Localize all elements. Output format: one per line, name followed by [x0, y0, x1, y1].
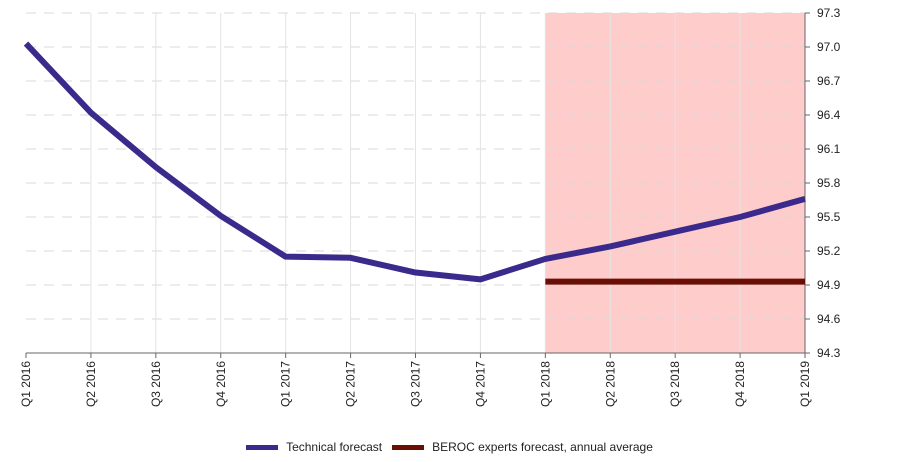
- y-tick-label: 94.3: [817, 346, 841, 360]
- x-tick-label: Q1 2017: [279, 361, 293, 407]
- series-lines: [23, 41, 806, 285]
- legend-item-technical-forecast: Technical forecast: [246, 440, 382, 454]
- legend-label: Technical forecast: [286, 440, 383, 454]
- x-tick-label: Q2 2018: [603, 361, 617, 407]
- legend-item-beroc-forecast: BEROC experts forecast, annual average: [392, 440, 653, 454]
- x-tick-label: Q3 2016: [149, 361, 163, 407]
- x-tick-label: Q3 2018: [668, 361, 682, 407]
- x-tick-label: Q2 2017: [344, 361, 358, 407]
- x-tick-label: Q4 2017: [473, 361, 487, 407]
- y-tick-label: 94.6: [817, 312, 841, 326]
- legend-swatch: [246, 444, 279, 450]
- x-tick-label: Q4 2016: [214, 361, 228, 407]
- y-tick-label: 96.1: [817, 142, 841, 156]
- chart: 94.3 94.6 94.9 95.2 95.5 95.8 96.1 96.4 96.7 97.0…: [19, 6, 841, 407]
- y-tick-label: 95.2: [817, 244, 841, 258]
- y-tick-label: 95.5: [817, 210, 841, 224]
- x-tick-label: Q4 2018: [733, 361, 747, 407]
- legend: Technical forecast BEROC experts forecas…: [0, 440, 899, 454]
- y-tick-label: 97.0: [817, 40, 841, 54]
- y-tick-label: 97.3: [817, 6, 841, 20]
- x-tick-label: Q1 2018: [538, 361, 552, 407]
- x-tick-label: Q1 2019: [798, 361, 812, 407]
- y-tick-label: 95.8: [817, 176, 841, 190]
- y-tick-label: 94.9: [817, 278, 841, 292]
- y-tick-label: 96.7: [817, 74, 841, 88]
- x-tick-label: Q1 2016: [19, 361, 33, 407]
- x-tick-label: Q3 2017: [409, 361, 423, 407]
- y-axis-ticks: 94.3 94.6 94.9 95.2 95.5 95.8 96.1 96.4 96.7 97.0…: [805, 6, 841, 360]
- x-axis-ticks: Q1 2016 Q2 2016 Q3 2016 Q4 2016 Q1 2017 Q2 20…: [19, 353, 812, 407]
- legend-label: BEROC experts forecast, annual average: [432, 440, 653, 454]
- legend-swatch: [392, 444, 425, 450]
- grid: [26, 12, 806, 354]
- series-line-technical-forecast: [23, 41, 806, 283]
- y-tick-label: 96.4: [817, 108, 841, 122]
- x-tick-label: Q2 2016: [84, 361, 98, 407]
